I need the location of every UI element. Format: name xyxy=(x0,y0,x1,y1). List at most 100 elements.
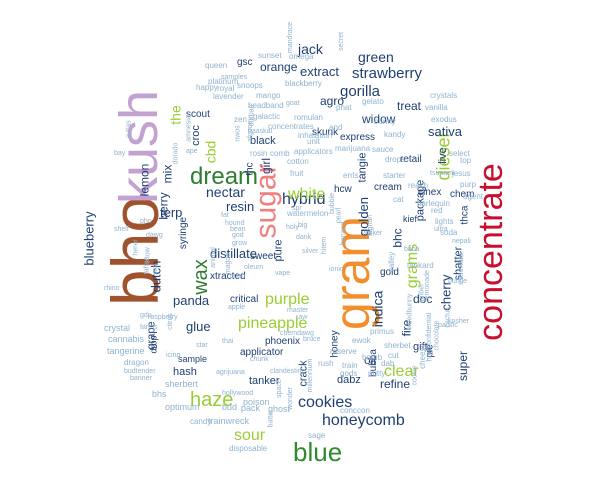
word: goat xyxy=(286,100,300,107)
word: concentrates xyxy=(268,122,314,131)
word: cannabis xyxy=(108,334,145,344)
word: baba xyxy=(404,246,420,253)
word: jesus xyxy=(452,169,471,178)
word: inhalation xyxy=(298,131,333,140)
word: pacific xyxy=(438,322,458,329)
word: crystals xyxy=(430,91,458,100)
word: girl xyxy=(259,157,274,175)
word: refine xyxy=(380,377,411,391)
word: doc xyxy=(413,292,433,306)
word: rhino xyxy=(104,285,120,292)
word: romulan xyxy=(294,113,323,122)
word: star xyxy=(196,342,208,349)
word: train xyxy=(342,361,358,370)
word: afghan xyxy=(367,214,375,237)
word: ultra xyxy=(434,226,448,233)
word: pho xyxy=(140,218,152,225)
word: wax xyxy=(189,259,212,295)
word: tsunami xyxy=(430,170,455,177)
word: gsc xyxy=(237,57,253,68)
word: space xyxy=(275,379,283,398)
word: phoenix xyxy=(265,336,301,347)
word: crystal xyxy=(104,323,131,333)
word: ionic xyxy=(329,266,344,273)
word: panda xyxy=(173,293,210,308)
word: royal xyxy=(217,84,235,93)
word: bud xyxy=(222,402,238,412)
word: jack xyxy=(298,41,323,57)
word: sativa xyxy=(428,124,462,139)
word: retail xyxy=(400,154,422,165)
word: terp xyxy=(160,205,183,220)
word: the xyxy=(167,105,184,125)
word: ewok xyxy=(352,336,371,345)
word: critical xyxy=(230,294,259,305)
word: silver xyxy=(302,248,319,255)
word: indica xyxy=(369,290,386,328)
word: putty xyxy=(368,369,386,378)
word: dank xyxy=(296,234,312,241)
word: zen xyxy=(234,115,247,124)
word: headband xyxy=(248,101,284,110)
word: sour xyxy=(234,427,266,444)
word: avitas xyxy=(125,120,133,139)
word: durban xyxy=(248,104,256,127)
word: ghost xyxy=(268,404,291,414)
word: optimum xyxy=(165,402,200,412)
word: reach xyxy=(408,181,429,190)
word: candy xyxy=(190,417,212,426)
word: budtender xyxy=(124,368,156,375)
word: rosin xyxy=(250,149,268,158)
word: clear xyxy=(384,363,419,380)
word: extract xyxy=(300,64,340,79)
word: snow xyxy=(144,247,152,264)
word: grow xyxy=(232,240,248,247)
word: hash xyxy=(173,366,197,378)
word: hitem xyxy=(321,236,329,255)
word: and xyxy=(329,123,343,132)
word: blue xyxy=(293,437,343,467)
word: con xyxy=(357,406,370,415)
word: fruit xyxy=(290,169,304,178)
word: pack xyxy=(241,403,261,413)
word: sherbet xyxy=(384,341,411,350)
word: confidential xyxy=(426,312,434,349)
word: conc xyxy=(340,406,357,415)
word: kief xyxy=(403,214,418,224)
word: disposable xyxy=(229,444,268,453)
word: strawberry xyxy=(352,65,423,82)
word: concentrate xyxy=(471,163,510,341)
word: haaskal xyxy=(248,128,273,135)
word: citrus xyxy=(166,313,174,330)
word: starter xyxy=(383,171,406,180)
word: watermelon xyxy=(287,209,329,218)
word: cotton xyxy=(287,157,309,166)
word: nepali xyxy=(452,238,471,245)
word: gorilla xyxy=(340,83,381,100)
word: vape xyxy=(275,270,291,277)
word: nectar xyxy=(206,184,245,200)
word: skunk xyxy=(312,127,339,138)
word: holy xyxy=(286,224,299,231)
word: tanker xyxy=(249,375,280,387)
word: farms xyxy=(140,324,158,331)
word: gift xyxy=(413,341,428,353)
word: platinum xyxy=(208,77,239,86)
word: spr xyxy=(292,205,302,212)
word: super xyxy=(456,350,471,382)
word: live xyxy=(436,147,449,164)
word: hybrid xyxy=(282,191,326,208)
word: kosher xyxy=(448,318,470,325)
word: tankard xyxy=(407,261,434,270)
word: raspberry xyxy=(148,314,178,321)
word: honeycomb xyxy=(322,412,405,429)
word: orange xyxy=(260,60,298,74)
word: god xyxy=(232,232,244,239)
word: marijuana xyxy=(335,144,371,153)
word: lemon xyxy=(137,163,152,197)
word: bay xyxy=(114,150,126,157)
word: cut xyxy=(388,351,399,360)
word: high xyxy=(424,346,434,362)
word: dorado xyxy=(172,142,180,165)
